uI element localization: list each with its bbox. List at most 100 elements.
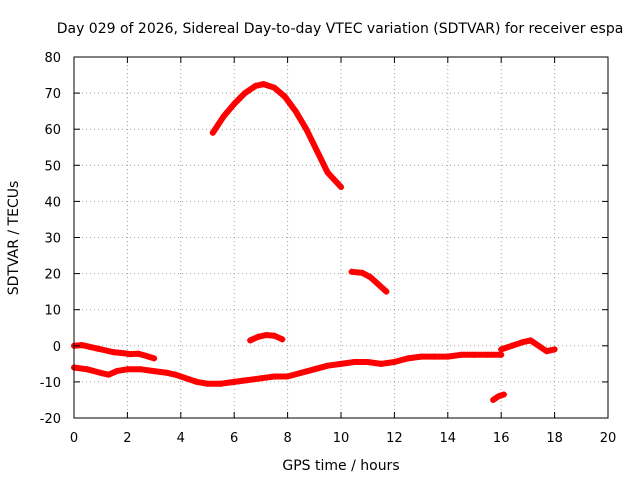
data-point (535, 342, 542, 349)
data-point (367, 274, 374, 281)
data-point (279, 336, 286, 343)
data-point (183, 375, 190, 382)
data-point (297, 369, 304, 376)
data-point (351, 359, 358, 366)
data-point (84, 366, 91, 373)
y-tick-label: 60 (44, 123, 61, 138)
data-point (113, 368, 120, 375)
x-tick-label: 16 (493, 431, 510, 446)
data-point (338, 183, 344, 190)
x-tick-label: 0 (70, 431, 78, 446)
data-point (444, 353, 451, 360)
series-arc-main (172, 351, 505, 387)
y-axis-label: SDTVAR / TECUs (6, 181, 22, 296)
data-point (105, 371, 112, 378)
data-point (119, 350, 126, 357)
data-point (311, 366, 318, 373)
x-tick-label: 6 (230, 431, 238, 446)
data-point (220, 113, 227, 120)
data-point (151, 368, 158, 375)
data-point (217, 380, 224, 387)
data-point (241, 90, 248, 97)
data-point (519, 339, 526, 346)
data-point (263, 331, 270, 338)
data-point (135, 350, 142, 357)
data-point (359, 269, 366, 276)
data-point (458, 351, 465, 358)
data-point (348, 268, 355, 275)
data-point (324, 169, 331, 176)
data-point (551, 346, 558, 353)
data-point (231, 378, 238, 385)
y-tick-label: 30 (44, 232, 61, 247)
y-tick-label: -20 (40, 412, 61, 427)
data-point (431, 353, 438, 360)
data-point (338, 360, 344, 367)
y-tick-label: 0 (53, 340, 61, 355)
data-point (471, 351, 478, 358)
x-tick-label: 4 (177, 431, 185, 446)
data-point (95, 345, 102, 352)
data-point (508, 342, 515, 349)
data-point (111, 349, 118, 356)
y-tick-label: 50 (44, 159, 61, 174)
y-tick-label: 10 (44, 304, 61, 319)
data-point (143, 352, 150, 359)
data-point (404, 355, 411, 362)
data-point (164, 369, 171, 376)
x-axis-label: GPS time / hours (282, 458, 399, 474)
data-point (257, 375, 264, 382)
series-line (172, 351, 505, 387)
data-point (391, 359, 398, 366)
data-point (260, 81, 267, 88)
data-point (527, 337, 534, 344)
x-tick-label: 20 (600, 431, 617, 446)
data-point (271, 332, 278, 339)
data-point (247, 337, 254, 344)
series-line (209, 81, 344, 190)
data-point (418, 353, 425, 360)
series-arc-upper-left (71, 342, 158, 362)
series-arc-mid (348, 268, 390, 295)
chart-title: Day 029 of 2026, Sidereal Day-to-day VTE… (57, 21, 624, 37)
data-point (303, 126, 310, 133)
data-point (204, 380, 211, 387)
data-point (124, 366, 131, 373)
data-point (500, 391, 507, 398)
data-point (364, 359, 371, 366)
data-point (495, 393, 502, 400)
data-point (103, 347, 110, 354)
x-tick-label: 2 (123, 431, 131, 446)
data-point (137, 366, 144, 373)
x-tick-label: 12 (386, 431, 403, 446)
y-tick-label: 20 (44, 268, 61, 283)
data-point (271, 373, 278, 380)
series-line (348, 268, 390, 295)
data-point (378, 360, 385, 367)
y-tick-label: 80 (44, 51, 61, 66)
data-point (313, 147, 320, 154)
y-tick-label: -10 (40, 376, 61, 391)
data-point (127, 351, 134, 358)
data-point (172, 371, 179, 378)
series-arc-tiny (490, 391, 507, 403)
ticks: 0 2 4 6 8 10 12 14 16 18 20 -20 -10 0 10 20 30 40 50 60 70 80 (40, 51, 617, 446)
series-arc-right (498, 337, 558, 355)
series-layer (71, 81, 558, 403)
data-point (231, 100, 238, 107)
data-point (79, 342, 86, 349)
data-point (97, 369, 104, 376)
x-tick-label: 14 (440, 431, 457, 446)
data-point (375, 281, 382, 288)
data-point (383, 288, 390, 295)
series-arc-lower-left (71, 364, 179, 378)
data-point (292, 108, 299, 115)
y-tick-label: 70 (44, 87, 61, 102)
data-point (244, 377, 251, 384)
series-arc-high (209, 81, 344, 190)
data-point (255, 333, 262, 340)
data-point (87, 343, 94, 350)
data-point (151, 355, 158, 362)
data-point (209, 129, 216, 136)
